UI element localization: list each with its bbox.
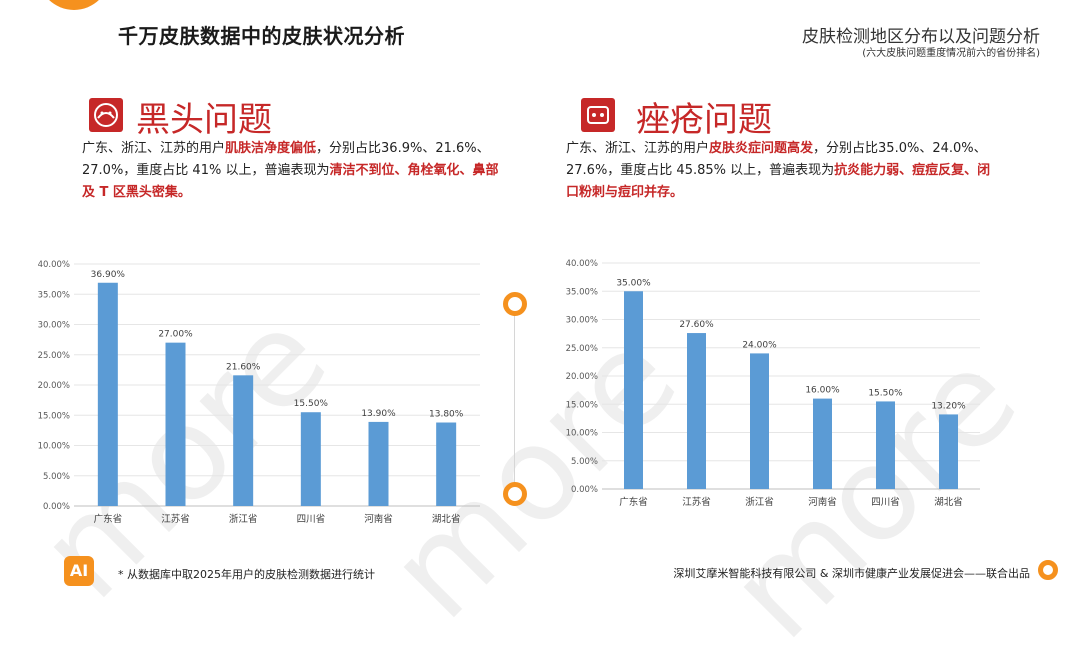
data-label: 21.60% [226, 362, 261, 372]
right-title: 皮肤检测地区分布以及问题分析 [802, 27, 1040, 47]
bar [813, 398, 832, 489]
chart-acne: 0.00% 5.00% 10.00% 15.00% 20.00% 25.00% 30.00%… [566, 259, 980, 508]
data-label: 16.00% [805, 386, 840, 396]
x-category-label: 江苏省 [161, 513, 190, 525]
data-label: 24.00% [742, 340, 777, 350]
y-tick-label: 5.00% [43, 472, 70, 482]
x-category-label: 湖北省 [934, 496, 963, 508]
ring-decoration-top [503, 292, 527, 316]
right-section-desc-segment: 广东、浙江、江苏的用户 [566, 141, 710, 156]
x-category-label: 江苏省 [682, 496, 711, 508]
x-category-label: 广东省 [94, 513, 123, 525]
page-title: 千万皮肤数据中的皮肤状况分析 [118, 24, 405, 48]
right-section-title: 痤疮问题 [636, 100, 772, 140]
x-category-label: 四川省 [871, 496, 900, 508]
bar [300, 412, 321, 506]
y-tick-label: 15.00% [566, 400, 598, 410]
y-tick-label: 15.00% [38, 411, 70, 421]
bar [165, 342, 186, 506]
bar [687, 333, 706, 489]
y-tick-label: 20.00% [566, 372, 598, 382]
data-label: 36.90% [91, 270, 126, 280]
x-category-label: 浙江省 [745, 496, 774, 508]
y-tick-label: 5.00% [571, 457, 598, 467]
y-tick-label: 10.00% [566, 429, 598, 439]
acne-icon [581, 98, 615, 132]
ring-decoration-bottom [503, 482, 527, 506]
left-section-desc-segment: 肌肤洁净度偏低 [225, 141, 317, 156]
data-label: 35.00% [616, 278, 651, 288]
y-tick-label: 25.00% [566, 344, 598, 354]
right-section-desc-segment: 抗炎能力弱、痘痘反复、闭口粉刺与痘印并存。 [566, 163, 991, 200]
company-logo: AI [64, 556, 94, 586]
data-label: 15.50% [294, 399, 329, 409]
y-tick-label: 20.00% [38, 381, 70, 391]
y-tick-label: 30.00% [566, 316, 598, 326]
left-section-description: 广东、浙江、江苏的用户肌肤洁净度偏低，分别占比36.9%、21.6%、27.0%… [82, 138, 502, 204]
y-tick-label: 35.00% [566, 287, 598, 297]
y-tick-label: 40.00% [38, 260, 70, 270]
bar [233, 375, 254, 506]
bar [876, 401, 895, 489]
corner-decoration [38, 0, 110, 10]
bar [436, 422, 457, 506]
data-label: 27.60% [679, 320, 714, 330]
x-category-label: 河南省 [364, 513, 393, 525]
credit-text: 深圳艾摩米智能科技有限公司 & 深圳市健康产业发展促进会——联合出品 [673, 567, 1030, 580]
right-section-desc-segment: 皮肤炎症问题高发 [709, 141, 814, 156]
left-section-title: 黑头问题 [136, 100, 272, 140]
x-category-label: 四川省 [297, 513, 326, 525]
y-tick-label: 25.00% [38, 351, 70, 361]
y-tick-label: 35.00% [38, 290, 70, 300]
x-category-label: 浙江省 [229, 513, 258, 525]
chart-blackhead: 0.00% 5.00% 10.00% 15.00% 20.00% 25.00% 30.00%… [38, 260, 480, 525]
x-category-label: 广东省 [619, 496, 648, 508]
bar [750, 353, 769, 489]
bar [97, 282, 118, 506]
left-section-desc-segment: 广东、浙江、江苏的用户 [82, 141, 226, 156]
x-category-label: 河南省 [808, 496, 837, 508]
data-label: 13.90% [361, 409, 396, 419]
blackhead-icon [89, 98, 123, 132]
right-section-description: 广东、浙江、江苏的用户皮肤炎症问题高发，分别占比35.0%、24.0%、27.6… [566, 138, 996, 204]
bar [368, 421, 389, 506]
y-tick-label: 0.00% [43, 502, 70, 512]
x-category-label: 湖北省 [432, 513, 461, 525]
right-subtitle: (六大皮肤问题重度情况前六的省份排名) [862, 48, 1040, 59]
right-section-desc-segment: ，分别占比35.0%、24.0%、27.6%，重度占比 45.85% 以上，普遍… [566, 141, 987, 178]
data-label: 13.80% [429, 410, 464, 420]
data-label: 13.20% [931, 401, 966, 411]
footnote: * 从数据库中取2025年用户的皮肤检测数据进行统计 [118, 568, 375, 581]
y-tick-label: 10.00% [38, 442, 70, 452]
ring-decoration-footer [1038, 560, 1058, 580]
divider-line [514, 304, 515, 494]
data-label: 15.50% [868, 388, 903, 398]
left-section-desc-segment: ，分别占比36.9%、21.6%、27.0%，重度占比 41% 以上，普遍表现为 [82, 141, 490, 178]
y-tick-label: 30.00% [38, 321, 70, 331]
left-section-desc-segment: 清洁不到位、角栓氧化、鼻部及 T 区黑头密集。 [82, 163, 499, 200]
y-tick-label: 0.00% [571, 485, 598, 495]
y-tick-label: 40.00% [566, 259, 598, 269]
bar [624, 291, 643, 489]
bar [939, 414, 958, 489]
data-label: 27.00% [158, 330, 193, 340]
